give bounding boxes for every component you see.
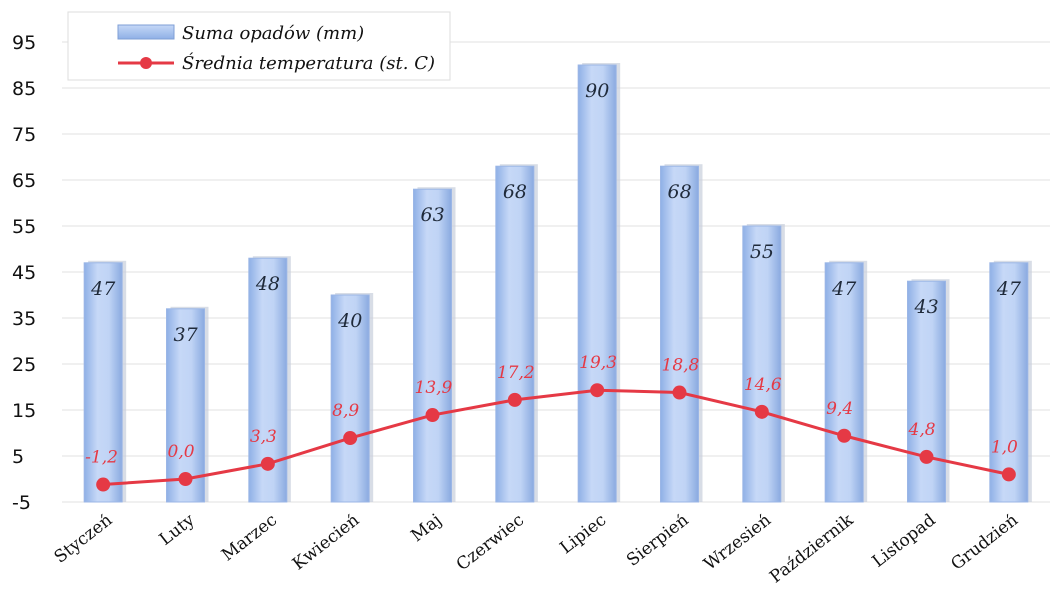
bar-data-label: 68 — [503, 181, 527, 203]
x-tick-label: Październik — [766, 510, 858, 588]
bar — [824, 262, 864, 503]
x-tick-label: Listopad — [869, 510, 940, 572]
temperature-data-label: -1,2 — [85, 448, 118, 468]
x-tick-label: Maj — [407, 510, 445, 546]
temperature-data-label: 0,0 — [168, 442, 195, 462]
temperature-point — [837, 428, 852, 443]
bar-data-label: 68 — [668, 181, 692, 203]
temperature-data-label: 13,9 — [415, 378, 453, 398]
bar-data-label: 55 — [750, 241, 774, 263]
y-tick-label: 75 — [12, 124, 36, 146]
legend: Suma opadów (mm) Średnia temperatura (st… — [67, 11, 451, 81]
bar — [660, 165, 699, 503]
temperature-data-label: 17,2 — [497, 363, 535, 383]
temperature-point — [919, 449, 934, 464]
grid-lines — [62, 41, 1050, 503]
precipitation-data-labels: 47 37 48 40 63 68 90 68 55 47 43 47 — [90, 80, 1022, 346]
legend-bar-label: Suma opadów (mm) — [182, 23, 364, 44]
bar — [577, 64, 617, 503]
legend-bar-swatch — [117, 24, 175, 40]
temperature-point — [507, 392, 522, 407]
bar-data-label: 63 — [421, 204, 445, 226]
bar-data-label: 40 — [337, 310, 362, 332]
y-tick-label: 65 — [12, 170, 36, 192]
temperature-data-label: 19,3 — [579, 353, 617, 373]
y-tick-label: 25 — [12, 354, 36, 376]
bar — [495, 165, 535, 503]
temperature-data-label: 8,9 — [332, 401, 359, 421]
temperature-data-labels: -1,2 0,0 3,3 8,9 13,9 17,2 19,3 18,8 14,6 9,4 4,8 1… — [85, 353, 1018, 467]
y-tick-label: 95 — [12, 32, 36, 54]
y-tick-label: 15 — [12, 400, 36, 422]
temperature-point — [672, 385, 687, 400]
y-tick-label: 85 — [12, 78, 36, 100]
bar — [742, 225, 782, 503]
x-tick-label: Grudzień — [947, 510, 1022, 574]
temperature-line — [96, 383, 1016, 492]
legend-box — [67, 11, 451, 81]
temperature-point — [1001, 467, 1016, 482]
temperature-data-label: 9,4 — [826, 399, 853, 419]
temperature-data-label: 14,6 — [744, 375, 782, 395]
bar — [413, 188, 452, 503]
x-tick-label: Czerwiec — [453, 510, 528, 575]
y-tick-label: 55 — [12, 216, 36, 238]
temperature-data-label: 1,0 — [991, 437, 1018, 457]
temperature-data-label: 4,8 — [908, 420, 936, 440]
temperature-line-path — [103, 388, 1010, 487]
x-tick-label: Kwiecień — [289, 510, 363, 574]
legend-line-label: Średnia temperatura (st. C) — [182, 51, 435, 74]
bar — [166, 308, 205, 503]
temperature-data-label: 18,8 — [662, 356, 700, 376]
bar-data-label: 47 — [90, 278, 116, 300]
temperature-point — [96, 477, 111, 492]
bar-data-label: 37 — [174, 324, 199, 346]
x-tick-label: Wrzesień — [700, 510, 775, 574]
y-axis-tick-labels: 95 85 75 65 55 45 35 25 15 5 -5 — [12, 32, 36, 514]
x-tick-label: Lipiec — [556, 510, 610, 558]
x-tick-label: Luty — [156, 510, 199, 550]
x-tick-label: Marzec — [218, 510, 281, 565]
bar — [83, 262, 123, 503]
temperature-point — [178, 472, 193, 486]
y-tick-label: 45 — [12, 262, 36, 284]
temperature-point — [260, 456, 275, 471]
bar — [907, 280, 946, 503]
temperature-point — [425, 408, 440, 423]
y-tick-label: -5 — [12, 492, 31, 514]
bar-data-label: 47 — [831, 278, 857, 300]
y-tick-label: 5 — [12, 446, 24, 468]
legend-line-marker — [140, 57, 152, 69]
temperature-point — [590, 383, 605, 398]
precipitation-bars — [83, 63, 1032, 503]
bar — [989, 262, 1029, 503]
temperature-data-label: 3,3 — [250, 427, 277, 447]
bar-data-label: 90 — [585, 80, 609, 102]
bar-data-label: 48 — [255, 273, 280, 295]
x-tick-label: Sierpień — [623, 510, 693, 570]
bar-data-label: 47 — [996, 278, 1022, 300]
y-tick-label: 35 — [12, 308, 36, 330]
bar-data-label: 43 — [914, 296, 939, 318]
x-tick-label: Styczeń — [51, 510, 117, 567]
temperature-point — [343, 431, 358, 446]
bar — [330, 294, 370, 503]
x-axis-tick-labels: Styczeń Luty Marzec Kwiecień Maj Czerwiec Lipi… — [51, 510, 1022, 588]
temperature-point — [754, 404, 769, 419]
